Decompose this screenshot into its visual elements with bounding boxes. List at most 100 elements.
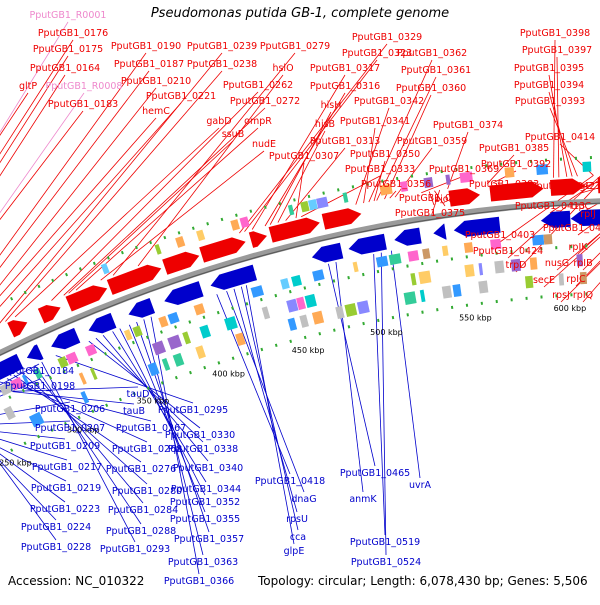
feature-bar (299, 314, 309, 328)
gene-label: PputGB1_0176 (38, 28, 108, 39)
feature-bar (576, 254, 584, 267)
gene-label: ompR (244, 116, 272, 127)
feature-bar (33, 367, 43, 380)
gene-label: PputGB1_R0001 (30, 10, 107, 21)
feature-bar (441, 245, 449, 257)
feature-bar (410, 272, 417, 286)
feature-bar (199, 324, 212, 339)
forward-gene-arrow (268, 217, 320, 243)
gene-label: PputGB1_0440 (543, 223, 600, 234)
genome-ring (0, 155, 600, 459)
label-connector (137, 74, 284, 267)
gene-label: gltP (19, 81, 37, 92)
gene-label: PputGB1_0284 (108, 505, 178, 516)
feature-bar (388, 253, 402, 266)
label-connector (0, 453, 66, 503)
gene-label: PputGB1_0385 (479, 143, 549, 154)
reverse-gene-arrow (0, 353, 24, 380)
gene-label: hemC (142, 106, 170, 117)
gene-label: PputGB1_0361 (401, 65, 471, 76)
label-connector (0, 431, 66, 440)
label-connector (100, 150, 265, 281)
label-connector (0, 74, 66, 177)
label-connector (112, 52, 296, 276)
label-connector (269, 111, 332, 225)
feature-bar (84, 343, 98, 357)
gene-label: PputGB1_0355 (170, 514, 240, 525)
feature-bar (57, 355, 69, 369)
feature-bar (582, 161, 592, 172)
feature-bar (316, 196, 329, 209)
gene-label: PputGB1_0333 (345, 164, 415, 175)
label-connector (0, 102, 182, 308)
gene-label: PputGB1_0418 (255, 476, 325, 487)
label-connector (556, 233, 600, 271)
reverse-gene-arrow (433, 223, 447, 240)
gene-label: PputGB1_0359 (397, 136, 467, 147)
label-connector (14, 127, 220, 318)
gene-label: PputGB1_0395 (514, 63, 584, 74)
gene-label: PputGB1_0209 (30, 441, 100, 452)
feature-bar (123, 329, 133, 341)
scale-tick-label: 450 kbp (292, 346, 325, 355)
label-connector (580, 202, 600, 214)
label-connector (556, 56, 560, 178)
gene-label: PputGB1_0338 (168, 444, 238, 455)
label-connector (240, 286, 299, 531)
feature-bar (286, 298, 299, 313)
gene-label: tauD (127, 389, 150, 400)
forward-gene-arrow (321, 208, 362, 230)
label-connector (577, 233, 600, 255)
gene-label: gabD (206, 116, 231, 127)
reverse-gene-arrow (51, 327, 81, 350)
label-connector-lines (0, 21, 600, 575)
forward-gene-arrow (106, 264, 162, 295)
gene-label: PputGB1_0403 (465, 230, 535, 241)
gene-label: PputGB1_0175 (33, 44, 103, 55)
gene-label: hslO (272, 63, 293, 74)
feature-bar (464, 264, 475, 278)
gene-label: PputGB1_0352 (170, 497, 240, 508)
label-connector (380, 252, 387, 556)
label-connector (0, 117, 157, 297)
label-connector (226, 291, 305, 493)
label-connector (0, 55, 69, 164)
gene-label: PputGB1_0397 (522, 45, 592, 56)
reverse-gene-arrow (164, 281, 204, 305)
feature-bar (335, 305, 345, 320)
gene-label: tauB (123, 406, 145, 417)
gene-label: hisB (315, 119, 335, 130)
gene-label: PputGB1_0313 (310, 136, 380, 147)
gene-label: PputGB1_0219 (31, 483, 101, 494)
label-connector (390, 250, 421, 479)
feature-bar (445, 174, 451, 185)
label-connector (112, 331, 207, 483)
label-connector (244, 59, 378, 232)
label-connector (363, 127, 376, 204)
gene-label: PputGB1_0329 (352, 32, 422, 43)
gene-label: PputGB1_0207 (35, 423, 105, 434)
label-connector (0, 363, 40, 386)
feature-bar (195, 345, 206, 359)
gene-label: PputGB1_0356 (361, 179, 431, 190)
feature-bar (147, 361, 160, 377)
feature-bar (504, 166, 515, 178)
scale-tick-label: 550 kbp (459, 313, 492, 322)
gene-label: argC (570, 181, 593, 192)
label-connector (295, 162, 305, 219)
label-connector (0, 87, 157, 286)
feature-bar (161, 357, 171, 371)
gene-label: PputGB1_0293 (100, 544, 170, 555)
scale-tick-label: 600 kbp (554, 304, 587, 313)
label-connector (0, 438, 68, 461)
feature-bar (291, 274, 303, 287)
feature-bar (230, 219, 241, 231)
label-connector (277, 130, 326, 223)
gene-label: anmK (349, 494, 377, 505)
gene-label: PputGB1_0413 (515, 201, 585, 212)
label-connector (580, 187, 600, 194)
feature-bar (3, 405, 16, 421)
label-connector (5, 70, 223, 322)
